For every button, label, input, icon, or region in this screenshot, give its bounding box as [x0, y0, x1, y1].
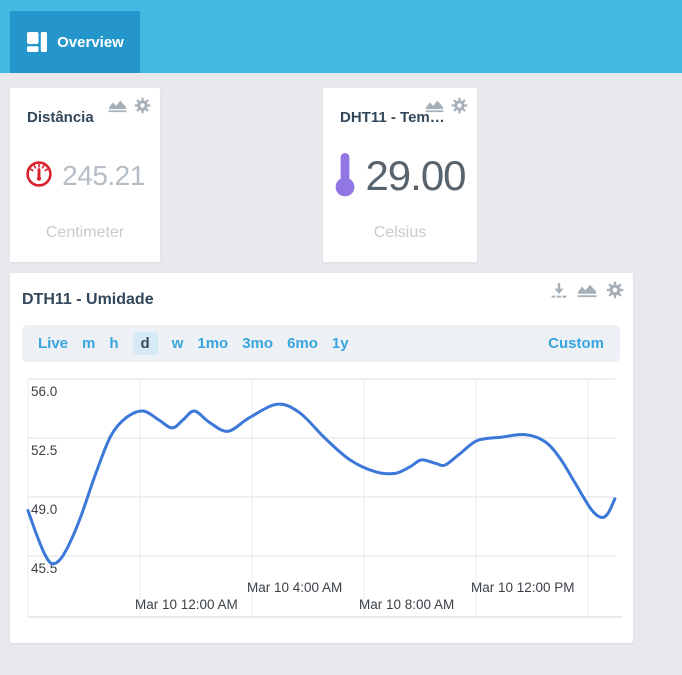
range-hour[interactable]: h [109, 335, 119, 352]
dashboard-icon [26, 31, 48, 53]
range-week[interactable]: w [171, 335, 184, 352]
svg-text:Mar 10 12:00 AM: Mar 10 12:00 AM [135, 597, 238, 612]
range-day[interactable]: d [132, 332, 158, 355]
gear-icon[interactable] [134, 97, 151, 114]
gauge-icon [25, 160, 53, 193]
svg-text:56.0: 56.0 [31, 384, 57, 399]
metric-unit: Centimeter [45, 224, 125, 241]
widget-title: DTH11 - Umidade [22, 291, 154, 308]
svg-text:45.5: 45.5 [31, 561, 57, 576]
card-title: DHT11 - Tem… [340, 109, 445, 126]
thermometer-icon [334, 151, 356, 202]
top-navigation-bar: Overview [0, 0, 682, 73]
metric-value: 29.00 [365, 152, 466, 199]
gear-icon[interactable] [451, 97, 468, 114]
chart-icon[interactable] [577, 282, 597, 298]
svg-text:Mar 10 8:00 AM: Mar 10 8:00 AM [359, 597, 454, 612]
humidity-line-chart[interactable]: 56.0 52.5 49.0 45.5 Mar 10 12:00 AM Mar 10 4:… [10, 368, 633, 643]
download-icon[interactable] [550, 282, 568, 299]
metric-card-distancia: Distância 245.21 Centimeter [10, 88, 160, 262]
range-1y[interactable]: 1y [331, 335, 349, 352]
time-range-selector: Live m h d w 1mo 3mo 6mo 1y Custom [22, 325, 620, 362]
chart-widget-umidade: DTH11 - Umidade Live m h d w 1mo 3mo 6mo… [10, 273, 633, 643]
metric-card-dht11-temp: DHT11 - Tem… 29.00 Celsius [323, 88, 477, 262]
svg-text:49.0: 49.0 [31, 502, 57, 517]
range-live[interactable]: Live [38, 335, 69, 352]
metric-value: 245.21 [62, 160, 145, 191]
metric-unit: Celsius [373, 224, 427, 241]
chart-icon[interactable] [425, 98, 444, 113]
tab-overview-label: Overview [57, 33, 124, 51]
svg-text:Mar 10 12:00 PM: Mar 10 12:00 PM [471, 580, 575, 595]
svg-text:Mar 10 4:00 AM: Mar 10 4:00 AM [247, 580, 342, 595]
tab-overview[interactable]: Overview [10, 11, 140, 73]
range-minute[interactable]: m [82, 335, 96, 352]
svg-text:52.5: 52.5 [31, 443, 57, 458]
card-title: Distância [27, 109, 94, 126]
gear-icon[interactable] [606, 281, 624, 299]
range-custom[interactable]: Custom [548, 335, 604, 352]
chart-icon[interactable] [108, 98, 127, 113]
range-1mo[interactable]: 1mo [197, 335, 229, 352]
range-6mo[interactable]: 6mo [287, 335, 318, 352]
range-3mo[interactable]: 3mo [242, 335, 274, 352]
